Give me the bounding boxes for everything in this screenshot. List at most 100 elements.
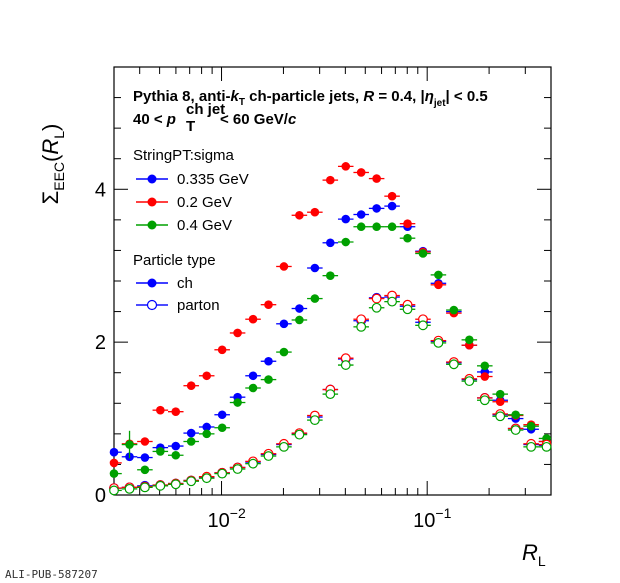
data-point bbox=[372, 174, 381, 183]
chart-title-pt-superscript: ch jet bbox=[186, 101, 225, 118]
series-5 bbox=[109, 296, 552, 496]
legend-label-ch: ch bbox=[177, 275, 193, 292]
data-point bbox=[526, 421, 536, 431]
data-point bbox=[140, 453, 150, 462]
data-point bbox=[248, 458, 258, 469]
data-point bbox=[186, 437, 196, 446]
data-point bbox=[356, 168, 366, 177]
legend-label-02: 0.2 GeV bbox=[177, 194, 232, 211]
series-0 bbox=[109, 201, 551, 462]
data-point bbox=[217, 345, 227, 355]
data-point bbox=[372, 222, 381, 232]
data-point bbox=[495, 411, 506, 422]
data-point bbox=[217, 410, 227, 420]
data-point bbox=[418, 320, 428, 331]
publication-id: ALI-PUB-587207 bbox=[5, 568, 98, 581]
legend-entry-02: 0.2 GeV bbox=[136, 194, 232, 211]
data-point bbox=[526, 441, 537, 452]
x-tick-label: 10−2 bbox=[208, 505, 246, 532]
data-point bbox=[479, 395, 490, 406]
data-point bbox=[387, 296, 397, 307]
data-point bbox=[387, 222, 397, 232]
data-point bbox=[310, 207, 320, 217]
data-point bbox=[232, 464, 243, 474]
data-point bbox=[202, 371, 212, 381]
data-point bbox=[448, 359, 459, 370]
data-point bbox=[156, 405, 165, 415]
data-point bbox=[279, 441, 289, 452]
data-point bbox=[510, 425, 521, 435]
data-point bbox=[340, 360, 351, 370]
data-point bbox=[233, 398, 242, 407]
y-tick-label: 4 bbox=[95, 179, 106, 201]
legend-marker-blue bbox=[147, 174, 157, 184]
data-point bbox=[309, 415, 320, 426]
legend-marker-filled bbox=[147, 278, 157, 288]
data-point bbox=[156, 447, 165, 456]
legend-marker-green bbox=[147, 220, 157, 230]
data-point bbox=[186, 428, 196, 438]
data-point bbox=[248, 371, 258, 381]
legend-sigma-header: StringPT:sigma bbox=[133, 147, 235, 164]
data-point bbox=[202, 429, 212, 439]
data-point bbox=[186, 381, 196, 391]
data-point bbox=[403, 219, 412, 228]
data-point bbox=[264, 356, 273, 366]
data-point bbox=[371, 293, 382, 304]
legend-entry-0335: 0.335 GeV bbox=[136, 171, 249, 188]
legend-entry-parton: parton bbox=[136, 297, 220, 314]
data-point bbox=[465, 335, 474, 345]
legend-marker-red bbox=[147, 197, 157, 207]
data-point bbox=[124, 483, 135, 494]
data-point bbox=[202, 422, 212, 432]
data-point bbox=[418, 249, 428, 258]
data-point bbox=[495, 397, 505, 407]
data-point bbox=[495, 389, 505, 399]
x-tick-label: 10−1 bbox=[413, 505, 451, 532]
data-point bbox=[326, 271, 335, 280]
data-point bbox=[356, 321, 367, 332]
data-point bbox=[109, 469, 119, 478]
data-point bbox=[449, 305, 459, 315]
data-point bbox=[480, 372, 490, 381]
data-point bbox=[279, 319, 289, 329]
chart-title-line2: 40 < p bbox=[133, 111, 176, 128]
series-1 bbox=[109, 162, 551, 468]
legend-entry-04: 0.4 GeV bbox=[136, 217, 232, 234]
data-point bbox=[217, 423, 227, 433]
x-axis: 10−2 10−1 bbox=[113, 67, 552, 532]
legend-label-04: 0.4 GeV bbox=[177, 217, 232, 234]
data-point bbox=[109, 447, 119, 457]
x-axis-label: RL bbox=[522, 540, 546, 569]
data-point bbox=[341, 162, 351, 171]
data-point bbox=[341, 237, 351, 247]
data-point bbox=[294, 429, 305, 440]
data-point bbox=[140, 465, 150, 475]
legend-type-header: Particle type bbox=[133, 252, 216, 269]
data-point bbox=[279, 262, 289, 271]
y-axis-label: ΣEEC(RL) bbox=[38, 124, 67, 205]
data-point bbox=[464, 376, 475, 387]
data-point bbox=[403, 233, 412, 243]
data-point bbox=[326, 238, 335, 248]
data-point bbox=[263, 451, 274, 461]
legend-marker-open bbox=[146, 299, 158, 311]
legend-entry-ch: ch bbox=[136, 275, 193, 292]
data-point bbox=[341, 214, 351, 224]
data-point bbox=[264, 375, 273, 384]
data-point bbox=[356, 210, 366, 219]
data-point bbox=[326, 175, 335, 185]
data-point bbox=[295, 315, 304, 325]
data-point bbox=[372, 204, 381, 213]
data-point bbox=[186, 476, 197, 487]
data-point bbox=[511, 410, 520, 420]
data-point bbox=[295, 210, 304, 220]
data-point bbox=[170, 479, 181, 490]
data-point bbox=[155, 480, 166, 491]
data-point bbox=[387, 191, 397, 201]
y-tick-label: 2 bbox=[95, 332, 106, 354]
data-point bbox=[109, 458, 119, 468]
chart-title-pt-range: < 60 GeV/c bbox=[220, 111, 297, 128]
svg-text:ΣEEC(RL): ΣEEC(RL) bbox=[38, 124, 67, 205]
